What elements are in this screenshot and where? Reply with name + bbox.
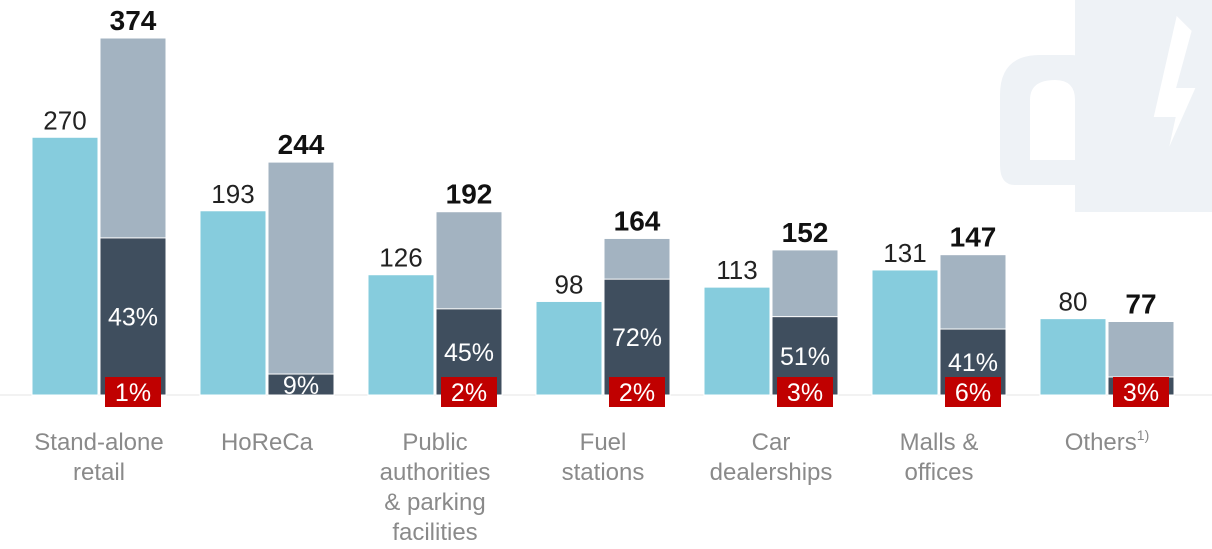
value-label-series1: 131 [883, 238, 926, 268]
bar-series1 [367, 274, 435, 396]
bar-dark-segment [99, 237, 167, 396]
share-badge-red [1113, 377, 1169, 407]
share-label-red: 6% [955, 379, 991, 407]
category-label: Fuel stations [562, 429, 645, 486]
share-label-red: 3% [1123, 379, 1159, 407]
value-label-series2: 164 [614, 205, 661, 236]
share-label-dark: 43% [108, 303, 158, 331]
value-label-series2: 192 [446, 179, 493, 210]
category-label: Malls & offices [900, 429, 979, 486]
share-label-red: 2% [619, 379, 655, 407]
bar-series1 [535, 300, 603, 396]
share-label-red: 1% [115, 379, 151, 407]
category-label: Car dealerships [710, 429, 833, 486]
value-label-series1: 98 [555, 269, 584, 299]
bar-series1 [1039, 318, 1107, 396]
watermark-bolt-icon [1146, 4, 1205, 177]
category-label: Public authorities & parking facilities [380, 429, 491, 546]
value-label-series1: 193 [211, 179, 254, 209]
value-label-series2: 244 [278, 129, 325, 160]
bar-series1 [31, 136, 99, 396]
bar-series1 [871, 269, 939, 396]
share-label-red: 2% [451, 379, 487, 407]
share-label-red: 3% [787, 379, 823, 407]
value-label-series1: 80 [1059, 287, 1088, 317]
labels-group: 270 374 43% 1% Stand-alone retail 193 244 9% HoRe… [34, 5, 1169, 546]
bar-dark-segment [267, 373, 335, 396]
share-label-dark: 45% [444, 339, 494, 367]
share-badge-red [105, 377, 161, 407]
share-label-dark: 72% [612, 324, 662, 352]
category-label: HoReCa [221, 429, 314, 456]
bar-series2 [267, 161, 335, 396]
share-label-dark: 51% [780, 343, 830, 371]
bar-series1 [703, 286, 771, 396]
watermark-logo [1000, 0, 1212, 212]
value-label-series2: 147 [950, 222, 997, 253]
watermark-plug-shape [1000, 0, 1212, 212]
category-label: Stand-alone retail [34, 429, 163, 486]
value-label-series1: 126 [379, 243, 422, 273]
category-label: Others1) [1065, 427, 1149, 456]
value-label-series1: 270 [43, 105, 86, 135]
value-label-series2: 77 [1125, 289, 1156, 320]
value-label-series2: 152 [782, 217, 829, 248]
share-badge-red [777, 377, 833, 407]
bar-dark-segment [603, 278, 671, 396]
share-badge-red [441, 377, 497, 407]
share-label-dark: 9% [283, 372, 319, 400]
share-badge-red [609, 377, 665, 407]
value-label-series1: 113 [716, 255, 757, 285]
share-label-dark: 41% [948, 349, 998, 377]
share-badge-red [945, 377, 1001, 407]
bar-series1 [199, 210, 267, 396]
value-label-series2: 374 [110, 5, 157, 36]
